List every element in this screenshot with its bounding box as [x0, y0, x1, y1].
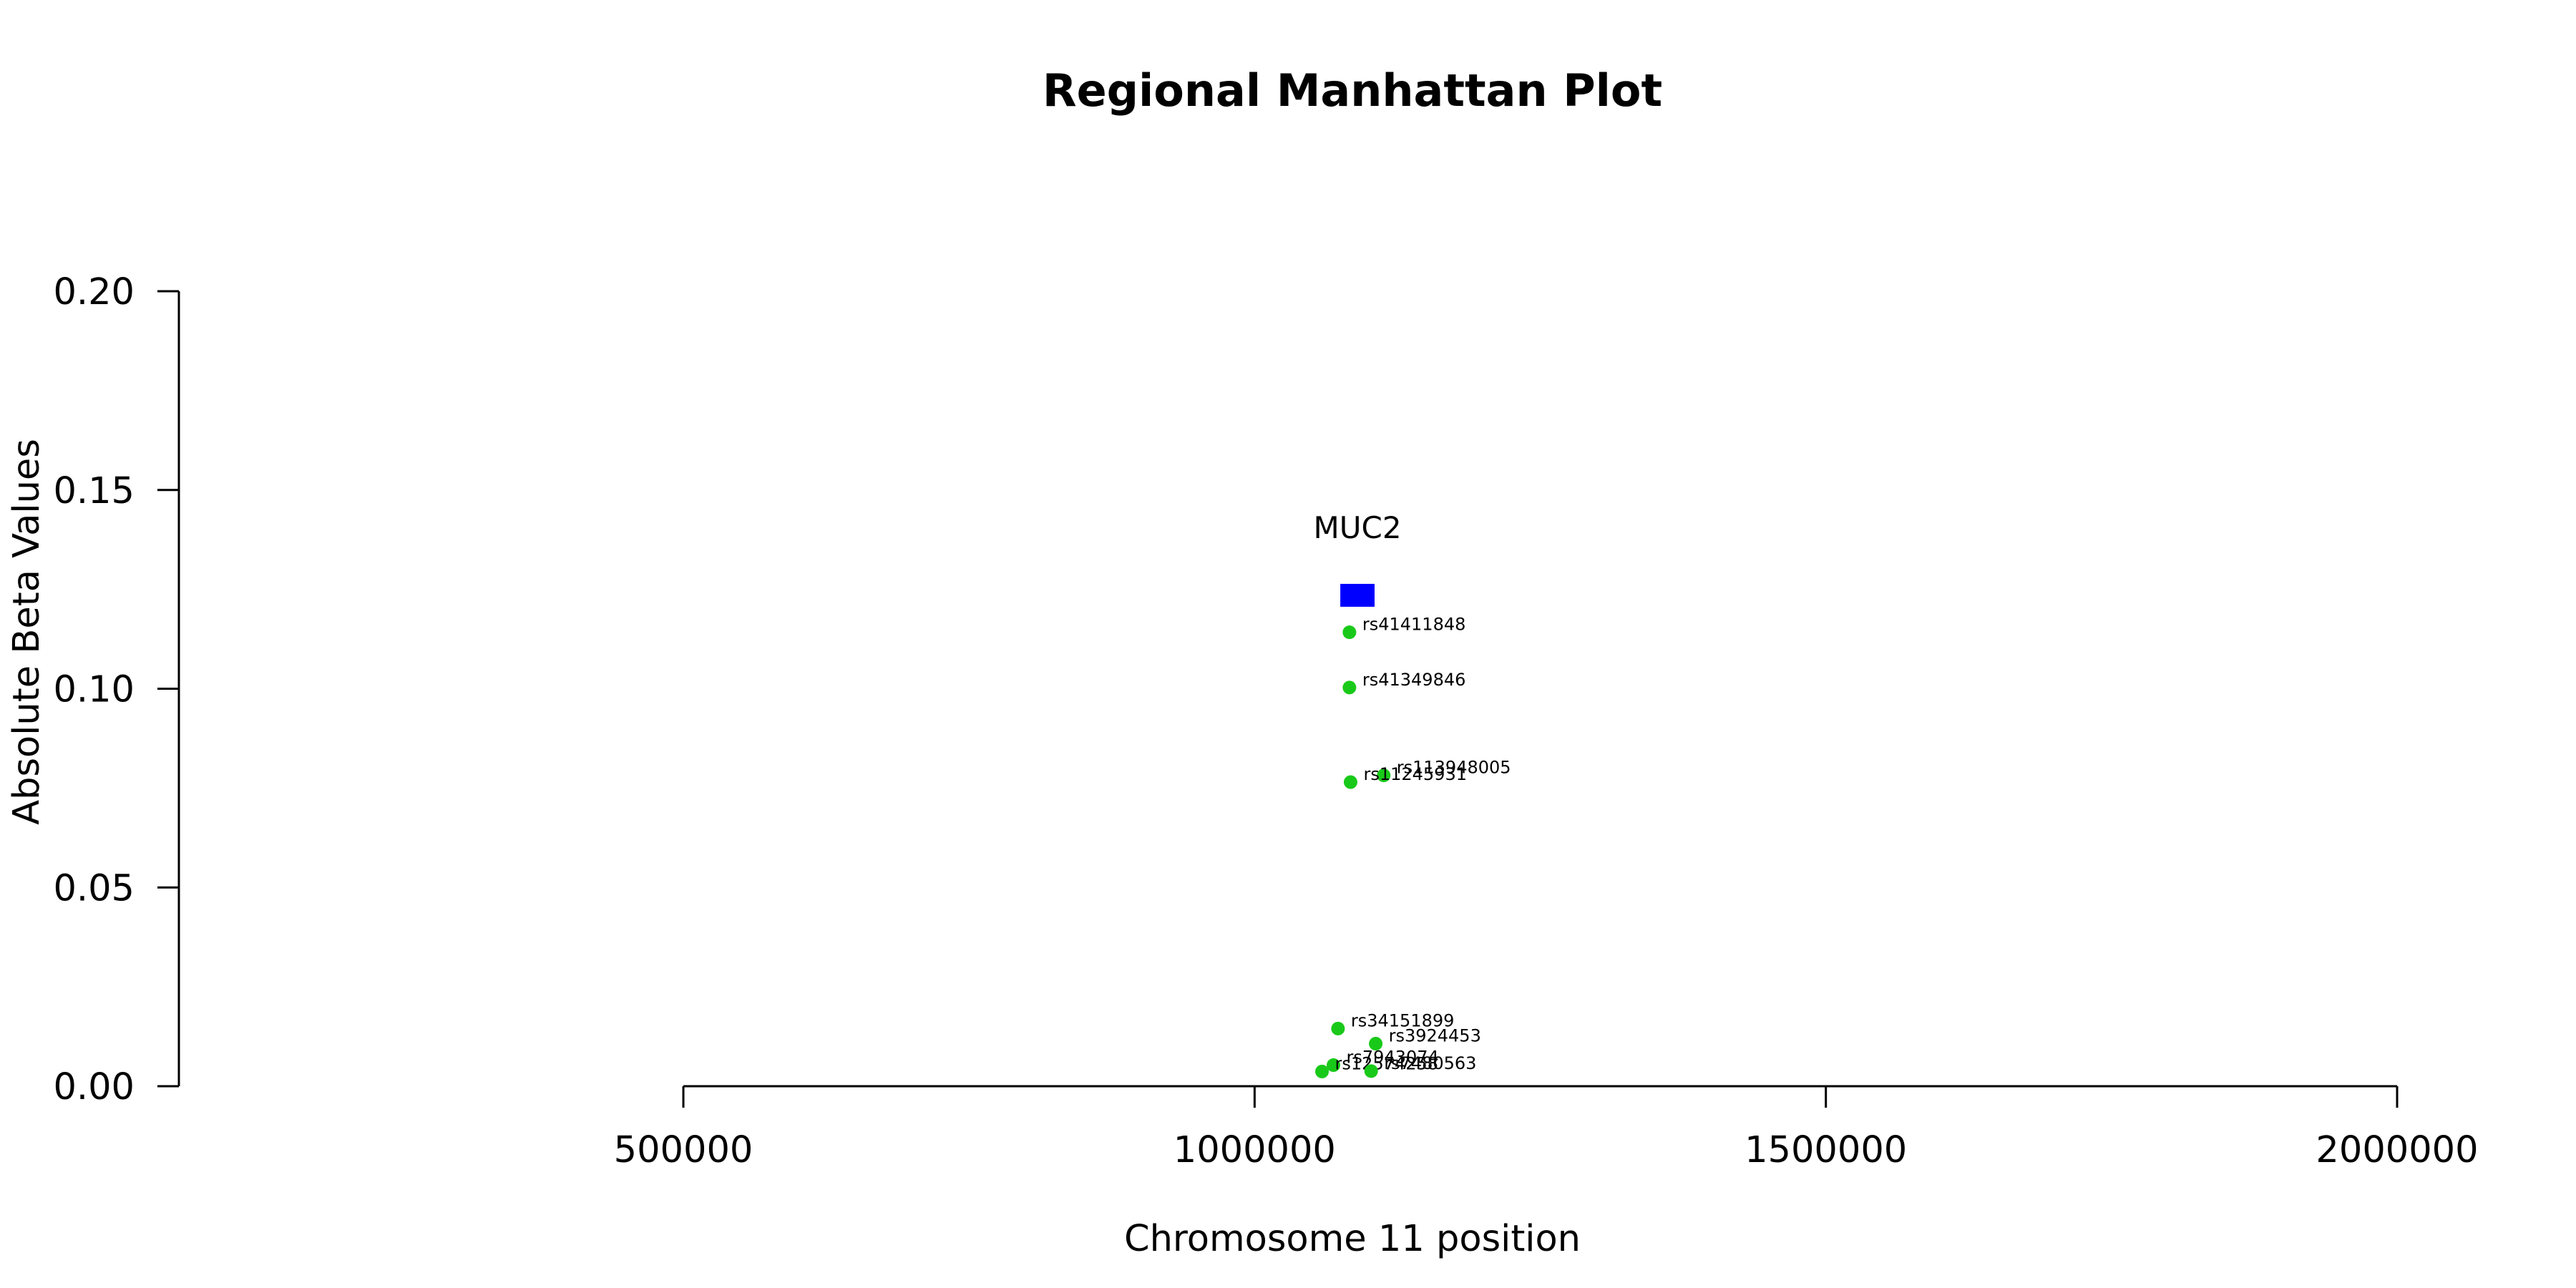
snp-label: rs7480563 [1384, 1053, 1476, 1073]
snp-point [1342, 625, 1357, 640]
snp-label: rs41349846 [1362, 670, 1466, 690]
x-tick-label: 1500000 [1745, 1129, 1907, 1171]
x-tick-label: 500000 [614, 1129, 753, 1171]
x-axis: 500000 1000000 1500000 2000000 [614, 1085, 2479, 1171]
y-tick-label: 0.20 [53, 271, 135, 313]
chart-title: Regional Manhattan Plot [1043, 64, 1662, 117]
snp-label: rs7943074 [1347, 1048, 1439, 1068]
y-tick-label: 0.00 [53, 1066, 135, 1108]
snp-label: rs41411848 [1362, 615, 1466, 635]
gene-track: MUC2 [1314, 510, 1402, 607]
gene-box-muc2 [1340, 583, 1375, 607]
y-axis: 0.00 0.05 0.10 0.15 0.20 [53, 271, 180, 1108]
snp-label: rs113948005 [1397, 758, 1511, 778]
snp-point [1343, 775, 1357, 789]
snp-point [1331, 1021, 1345, 1035]
snp-point [1342, 680, 1357, 695]
x-tick-label: 2000000 [2316, 1129, 2478, 1171]
x-axis-label: Chromosome 11 position [1124, 1218, 1581, 1260]
y-tick-label: 0.10 [53, 669, 135, 711]
y-tick-label: 0.15 [53, 470, 135, 512]
snp-point [1364, 1064, 1378, 1078]
snp-points: rs41411848 rs41349846 rs113948005rs1124593… [1315, 615, 1511, 1078]
snp-point [1377, 769, 1391, 783]
snp-point [1327, 1058, 1341, 1073]
gene-label: MUC2 [1314, 510, 1402, 545]
snp-point [1369, 1037, 1383, 1051]
y-axis-label: Absolute Beta Values [6, 439, 48, 825]
snp-label: rs12574258 [1335, 1053, 1439, 1073]
x-tick-label: 1000000 [1174, 1129, 1336, 1171]
y-tick-label: 0.05 [53, 867, 135, 909]
snp-label: rs34151899 [1351, 1010, 1455, 1030]
snp-label: rs3924453 [1389, 1026, 1481, 1046]
snp-label: rs11245931 [1363, 764, 1467, 784]
snp-point [1315, 1064, 1330, 1078]
